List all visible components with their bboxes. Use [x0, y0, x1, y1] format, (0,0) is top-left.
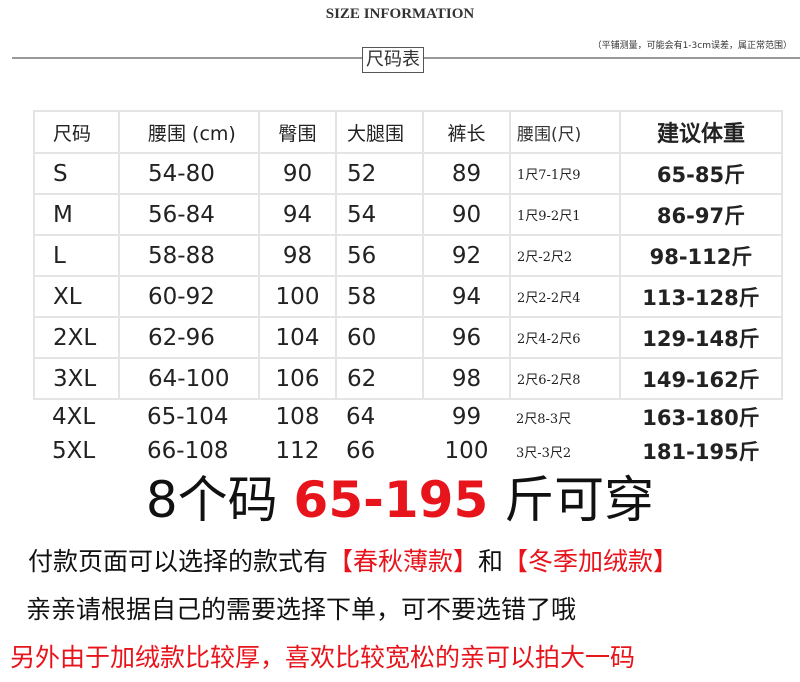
table-cell: 98 — [422, 357, 511, 400]
table-cell: 5XL — [52, 438, 96, 464]
size-table-badge: 尺码表 — [362, 47, 424, 73]
table-row: M 56-84 94 54 90 1尺9-2尺1 86-97斤 — [33, 193, 783, 236]
table-cell: 106 — [258, 357, 337, 400]
summary: 8个码 65-195 斤可穿 — [0, 470, 800, 530]
table-cell: 64 — [346, 404, 376, 430]
table-cell: 60 — [335, 316, 424, 359]
table-cell: 建议体重 — [619, 110, 783, 154]
table-cell: 98-112斤 — [619, 234, 783, 277]
table-cell: 94 — [258, 193, 337, 236]
table-cell: 54-80 — [118, 152, 260, 195]
table-header-row: 尺码 腰围 (cm) 臀围 大腿围 裤长 腰围(尺) 建议体重 — [33, 110, 783, 154]
table-cell: 64-100 — [118, 357, 260, 400]
table-row: 4XL 65-104 108 64 99 2尺8-3尺 163-180斤 — [34, 399, 782, 434]
measurement-note: （平铺测量，可能会有1-3cm误差，属正常范围） — [592, 41, 792, 51]
table-row: 3XL 64-100 106 62 98 2尺6-2尺8 149-162斤 — [33, 357, 783, 400]
title: SIZE INFORMATION — [325, 6, 475, 22]
table-cell: 62-96 — [118, 316, 260, 359]
table-row: XL 60-92 100 58 94 2尺2-2尺4 113-128斤 — [33, 275, 783, 318]
table-cell: 58-88 — [118, 234, 260, 277]
table-cell: 104 — [258, 316, 337, 359]
table-cell: 2尺4-2尺6 — [509, 316, 621, 359]
table-cell: XL — [33, 275, 120, 318]
table-cell: 3尺-3尺2 — [516, 445, 572, 461]
line-1-text: 付款页面可以选择的款式有 — [28, 547, 329, 576]
table-cell: 2尺6-2尺8 — [509, 357, 621, 400]
table-cell: 113-128斤 — [619, 275, 783, 318]
style-winter: 【冬季加绒款】 — [503, 547, 679, 576]
table-cell: 98 — [258, 234, 337, 277]
table-cell: 2尺8-3尺 — [516, 411, 572, 427]
table-cell: 100 — [444, 438, 489, 464]
table-cell: 大腿围 — [335, 110, 424, 154]
size-table: 尺码 腰围 (cm) 臀围 大腿围 裤长 腰围(尺) 建议体重 S 54-80 90 52 89 1尺7… — [33, 110, 783, 468]
table-cell: 108 — [275, 404, 320, 430]
table-cell: S — [33, 152, 120, 195]
table-cell: 100 — [258, 275, 337, 318]
table-cell: 129-148斤 — [619, 316, 783, 359]
table-cell: 163-180斤 — [642, 406, 760, 430]
table-row: L 58-88 98 56 92 2尺-2尺2 98-112斤 — [33, 234, 783, 277]
style-spring: 【春秋薄款】 — [328, 547, 479, 576]
table-cell: 89 — [422, 152, 511, 195]
table-cell: 4XL — [52, 404, 96, 430]
summary-suffix: 斤可穿 — [488, 471, 655, 529]
table-cell: 60-92 — [118, 275, 260, 318]
table-cell: L — [33, 234, 120, 277]
table-cell: 90 — [258, 152, 337, 195]
table-cell: 90 — [422, 193, 511, 236]
table-cell: 94 — [422, 275, 511, 318]
table-cell: 92 — [422, 234, 511, 277]
table-cell: 1尺7-1尺9 — [509, 152, 621, 195]
table-cell: 52 — [335, 152, 424, 195]
table-cell: 腰围(尺) — [509, 110, 621, 154]
line-1: 付款页面可以选择的款式有【春秋薄款】和【冬季加绒款】 — [28, 542, 678, 578]
line-1-and: 和 — [478, 547, 504, 576]
table-cell: 1尺9-2尺1 — [509, 193, 621, 236]
table-cell: 66-108 — [147, 438, 229, 464]
table-cell: 112 — [275, 438, 320, 464]
table-cell: 56-84 — [118, 193, 260, 236]
summary-prefix: 8个码 — [145, 471, 294, 529]
table-cell: 尺码 — [33, 110, 120, 154]
table-cell: 3XL — [33, 357, 120, 400]
line-2: 亲亲请根据自己的需要选择下单，可不要选错了哦 — [26, 595, 577, 624]
table-cell: 腰围 (cm) — [118, 110, 260, 154]
table-cell: 62 — [335, 357, 424, 400]
table-row: 2XL 62-96 104 60 96 2尺4-2尺6 129-148斤 — [33, 316, 783, 359]
line-3: 另外由于加绒款比较厚，喜欢比较宽松的亲可以拍大一码 — [10, 643, 636, 672]
table-cell: 2尺2-2尺4 — [509, 275, 621, 318]
table-cell: 65-85斤 — [619, 152, 783, 195]
table-cell: 臀围 — [258, 110, 337, 154]
table-row: S 54-80 90 52 89 1尺7-1尺9 65-85斤 — [33, 152, 783, 195]
table-cell: 181-195斤 — [642, 440, 760, 464]
table-cell: 66 — [346, 438, 376, 464]
table-cell: 2尺-2尺2 — [509, 234, 621, 277]
table-cell: 65-104 — [147, 404, 229, 430]
summary-range: 65-195 — [293, 471, 489, 529]
table-cell: 2XL — [33, 316, 120, 359]
table-cell: 58 — [335, 275, 424, 318]
table-cell: 86-97斤 — [619, 193, 783, 236]
table-cell: 56 — [335, 234, 424, 277]
table-cell: 99 — [451, 404, 482, 430]
table-cell: 裤长 — [422, 110, 511, 154]
table-cell: 96 — [422, 316, 511, 359]
table-cell: 149-162斤 — [619, 357, 783, 400]
table-cell: 54 — [335, 193, 424, 236]
table-row: 5XL 66-108 112 66 100 3尺-3尺2 181-195斤 — [34, 434, 782, 468]
table-cell: M — [33, 193, 120, 236]
